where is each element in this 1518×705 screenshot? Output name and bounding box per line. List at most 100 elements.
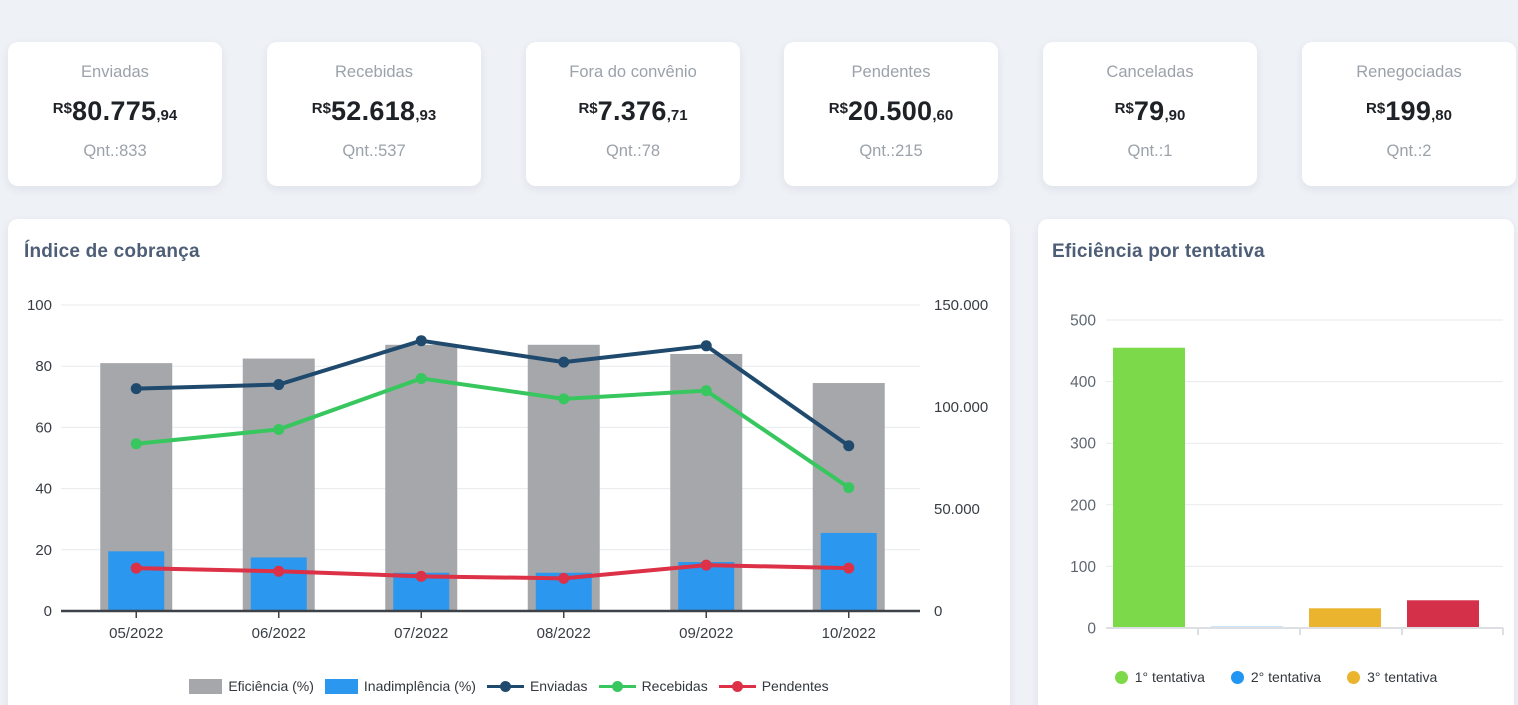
data-point bbox=[700, 559, 712, 571]
cents: ,71 bbox=[666, 107, 688, 124]
data-point bbox=[273, 379, 285, 391]
cents: ,94 bbox=[156, 107, 178, 124]
axis-tick-label: 400 bbox=[1070, 374, 1096, 391]
stat-card-recebidas: Recebidas R$52.618,93 Qnt.:537 bbox=[267, 42, 481, 186]
data-point bbox=[130, 438, 142, 450]
legend-label: 2° tentativa bbox=[1250, 669, 1322, 685]
legend-enviadas[interactable]: Enviadas bbox=[486, 678, 588, 694]
legend-recebidas[interactable]: Recebidas bbox=[598, 678, 708, 694]
indice-cobranca-panel: Índice de cobrança 0 20 40 60 80 100 0 50.000 10… bbox=[8, 219, 1010, 705]
legend-label: Recebidas bbox=[641, 678, 708, 694]
legend-1-tentativa[interactable]: 1° tentativa bbox=[1114, 669, 1205, 685]
x-axis: 05/2022 06/2022 07/2022 08/2022 09/2022 10/20… bbox=[61, 609, 920, 642]
data-point bbox=[558, 572, 570, 584]
amber-dot-swatch bbox=[1347, 670, 1361, 684]
legend-2-tentativa[interactable]: 2° tentativa bbox=[1230, 669, 1322, 685]
stat-card-pendentes: Pendentes R$20.500,60 Qnt.:215 bbox=[784, 42, 998, 186]
card-quantity: Qnt.:833 bbox=[83, 142, 147, 160]
legend-label: Enviadas bbox=[529, 678, 588, 694]
card-label: Recebidas bbox=[335, 63, 413, 81]
legend-label: Pendentes bbox=[761, 678, 829, 694]
axis-tick-label: 500 bbox=[1070, 313, 1096, 330]
card-quantity: Qnt.:1 bbox=[1127, 142, 1173, 160]
right-axis-ticks: 0 50.000 100.000 150.000 bbox=[934, 297, 988, 620]
axis-tick-label: 80 bbox=[35, 358, 52, 375]
cents: ,60 bbox=[932, 107, 954, 124]
axis-tick-label: 100 bbox=[27, 297, 52, 314]
legend-3-tentativa[interactable]: 3° tentativa bbox=[1347, 669, 1437, 685]
combo-chart-svg: 0 20 40 60 80 100 0 50.000 100.000 150.000 05/2022… bbox=[27, 297, 988, 642]
data-point bbox=[415, 570, 427, 582]
gray-bar-swatch bbox=[189, 678, 223, 694]
data-point bbox=[273, 423, 285, 435]
data-point bbox=[700, 340, 712, 352]
axis-tick-label: 05/2022 bbox=[109, 625, 163, 642]
data-point bbox=[273, 565, 285, 577]
card-value: R$80.775,94 bbox=[8, 96, 222, 127]
cents: ,93 bbox=[415, 107, 437, 124]
x-axis bbox=[1106, 627, 1504, 635]
data-point bbox=[415, 335, 427, 347]
axis-tick-label: 0 bbox=[1087, 621, 1096, 638]
attempt-bar-3 bbox=[1309, 608, 1381, 628]
card-label: Pendentes bbox=[851, 63, 931, 81]
axis-tick-label: 300 bbox=[1070, 436, 1096, 453]
card-quantity: Qnt.:2 bbox=[1386, 142, 1432, 160]
card-value: R$199,80 bbox=[1302, 96, 1516, 127]
enviadas-line bbox=[130, 335, 855, 452]
card-value: R$20.500,60 bbox=[784, 96, 998, 127]
eficiencia-tentativa-chart: 0 100 200 300 400 500 bbox=[1038, 219, 1514, 705]
cents: ,90 bbox=[1164, 107, 1186, 124]
stat-card-fora-do-convenio: Fora do convênio R$7.376,71 Qnt.:78 bbox=[526, 42, 740, 186]
axis-tick-label: 60 bbox=[35, 419, 52, 436]
axis-tick-label: 10/2022 bbox=[822, 625, 876, 642]
stat-card-enviadas: Enviadas R$80.775,94 Qnt.:833 bbox=[8, 42, 222, 186]
legend-eficiencia[interactable]: Eficiência (%) bbox=[189, 678, 314, 694]
y-axis-ticks: 0 100 200 300 400 500 bbox=[1070, 313, 1096, 638]
legend-label: Eficiência (%) bbox=[228, 678, 314, 694]
axis-tick-label: 40 bbox=[35, 481, 52, 498]
amount: 52.618 bbox=[330, 96, 416, 126]
axis-tick-label: 0 bbox=[44, 603, 52, 620]
data-point bbox=[700, 385, 712, 397]
data-point bbox=[843, 482, 855, 494]
data-point bbox=[843, 562, 855, 574]
legend-label: 1° tentativa bbox=[1134, 669, 1205, 685]
axis-tick-label: 08/2022 bbox=[537, 625, 591, 642]
card-value: R$79,90 bbox=[1043, 96, 1257, 127]
recebidas-line bbox=[130, 372, 855, 494]
gridlines bbox=[61, 304, 920, 551]
card-label: Renegociadas bbox=[1356, 63, 1462, 81]
axis-tick-label: 100 bbox=[1070, 559, 1096, 576]
amount: 7.376 bbox=[597, 96, 667, 126]
cents: ,80 bbox=[1431, 107, 1452, 124]
left-axis-ticks: 0 20 40 60 80 100 bbox=[27, 297, 52, 620]
eficiencia-tentativa-panel: Eficiência por tentativa 0 100 200 300 400 50… bbox=[1038, 219, 1514, 705]
navy-line-marker bbox=[486, 679, 524, 694]
axis-tick-label: 150.000 bbox=[934, 297, 988, 314]
currency-prefix: R$ bbox=[52, 100, 72, 117]
attempts-chart-svg: 0 100 200 300 400 500 bbox=[1070, 313, 1504, 638]
card-quantity: Qnt.:537 bbox=[342, 142, 406, 160]
card-label: Fora do convênio bbox=[569, 63, 697, 81]
legend-pendentes[interactable]: Pendentes bbox=[718, 678, 829, 694]
panel-title: Índice de cobrança bbox=[24, 241, 200, 262]
amount: 199 bbox=[1385, 96, 1432, 126]
card-label: Enviadas bbox=[81, 63, 149, 81]
attempt-bars bbox=[1113, 347, 1479, 628]
card-quantity: Qnt.:78 bbox=[605, 142, 661, 160]
lime-dot-swatch bbox=[1114, 670, 1128, 684]
data-point bbox=[415, 372, 427, 384]
axis-tick-label: 100.000 bbox=[934, 399, 988, 416]
legend-inadimplencia[interactable]: Inadimplência (%) bbox=[324, 678, 476, 694]
amount: 80.775 bbox=[71, 96, 157, 126]
legend-label: 3° tentativa bbox=[1367, 669, 1438, 685]
data-point bbox=[130, 562, 142, 574]
data-point bbox=[558, 393, 570, 405]
amount: 79 bbox=[1133, 96, 1165, 126]
legend-label: Inadimplência (%) bbox=[363, 678, 476, 694]
stat-card-renegociadas: Renegociadas R$199,80 Qnt.:2 bbox=[1302, 42, 1516, 186]
currency-prefix: R$ bbox=[578, 100, 598, 117]
indice-cobranca-chart: 0 20 40 60 80 100 0 50.000 100.000 150.000 05/2022… bbox=[8, 219, 1010, 705]
